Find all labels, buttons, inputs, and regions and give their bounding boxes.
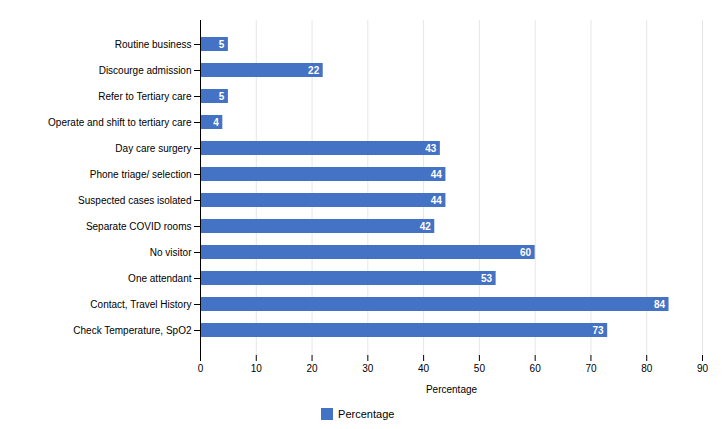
svg-text:80: 80 — [641, 363, 653, 374]
html-text:Percentage: Percentage — [338, 407, 395, 420]
svg-text:Day care surgery: Day care surgery — [115, 143, 191, 154]
svg-text:40: 40 — [418, 363, 430, 374]
svg-text:Operate and shift to tertiary: Operate and shift to tertiary care — [48, 117, 192, 128]
svg-text:42: 42 — [420, 221, 432, 232]
svg-text:Suspected cases isolated: Suspected cases isolated — [78, 195, 191, 206]
svg-text:70: 70 — [585, 363, 597, 374]
svg-text:Routine business: Routine business — [115, 39, 192, 50]
svg-text:5: 5 — [219, 39, 225, 50]
svg-text:90: 90 — [697, 363, 709, 374]
svg-text:22: 22 — [308, 65, 320, 76]
svg-text:Contact, Travel History: Contact, Travel History — [90, 299, 191, 310]
svg-text:53: 53 — [481, 273, 493, 284]
svg-text:Discourge admission: Discourge admission — [99, 65, 192, 76]
svg-text:43: 43 — [425, 143, 437, 154]
svg-text:73: 73 — [593, 325, 605, 336]
svg-text:50: 50 — [474, 363, 486, 374]
svg-text:60: 60 — [530, 363, 542, 374]
svg-text:30: 30 — [362, 363, 374, 374]
svg-text:No visitor: No visitor — [150, 247, 192, 258]
svg-text:Percentage: Percentage — [426, 384, 478, 395]
svg-text:Refer to Tertiary care: Refer to Tertiary care — [98, 91, 192, 102]
svg-text:44: 44 — [431, 169, 443, 180]
svg-text:4: 4 — [213, 117, 219, 128]
svg-text:84: 84 — [654, 299, 666, 310]
svg-text:0: 0 — [198, 363, 204, 374]
svg-text:5: 5 — [219, 91, 225, 102]
svg-text:44: 44 — [431, 195, 443, 206]
svg-text:Separate COVID rooms: Separate COVID rooms — [86, 221, 192, 232]
svg-text:60: 60 — [520, 247, 532, 258]
svg-text:Check Temperature, SpO2: Check Temperature, SpO2 — [73, 325, 192, 336]
svg-text:10: 10 — [251, 363, 263, 374]
svg-text:Phone triage/ selection: Phone triage/ selection — [90, 169, 192, 180]
svg-text:One attendant: One attendant — [128, 273, 192, 284]
svg-text:20: 20 — [306, 363, 318, 374]
